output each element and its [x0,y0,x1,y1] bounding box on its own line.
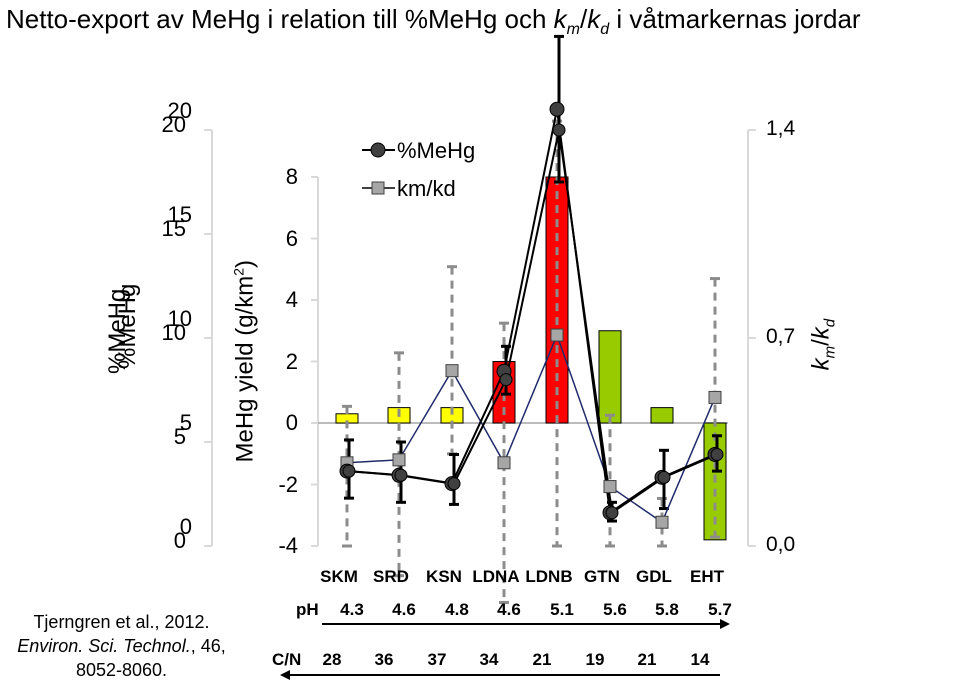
marker-mehg-dup-skm [342,464,356,478]
marker-kmkd-ksn [445,364,459,378]
chart-title: Netto-export av MeHg i relation till %Me… [6,4,861,39]
tick-label-mehg-pct: 15 [167,202,192,227]
cn-value-gdl: 21 [637,650,657,669]
category-label-skm: SKM [320,567,358,586]
tick-label-mehg-pct-dup: 0 [173,528,186,553]
bar-gdl [650,407,674,424]
citation-authors: Tjerngren et al., 2012. [33,612,210,632]
tick-label-mehg-yield: 6 [285,225,298,251]
category-label-ldnb: LDNB [525,567,573,586]
tick-label-mehg-pct-dup: 20 [161,112,186,137]
marker-mehg-dup-gtn [605,506,619,520]
ph-value-gtn: 5.6 [603,600,627,619]
category-label-gtn: GTN [584,567,620,586]
citation: Tjerngren et al., 2012. Environ. Sci. Te… [4,610,239,682]
y-axis-label-mehg-yield: MeHg yield (g/km2) [230,259,259,463]
legend-marker-mehg [370,142,386,158]
marker-kmkd-ldna [497,456,511,470]
marker-mehg-dup-eht [710,447,724,461]
marker-mehg-dup-ldnb [552,123,566,137]
legend-label-kmkd: km/kd [397,176,456,201]
cn-value-ksn: 37 [427,650,447,669]
tick-label-mehg-pct-dup: 10 [161,320,186,345]
tick-label-mehg-yield: -2 [278,471,298,497]
tick-label-mehg-pct: 20 [167,98,192,123]
series-line-kmkd [346,332,716,524]
cn-value-ldnb: 21 [532,650,552,669]
tick-label-mehg-yield: 4 [285,287,298,312]
cn-row-label: C/N [272,650,302,669]
ph-value-ldnb: 5.1 [550,600,574,619]
marker-mehg-dup-gdl [657,470,671,484]
tick-label-mehg-pct-dup: 5 [173,424,186,449]
ph-value-ksn: 4.8 [445,600,469,619]
ph-arrow-head [720,619,730,629]
tick-label-mehg-pct: 10 [167,306,192,331]
category-label-gdl: GDL [636,567,672,586]
ph-value-srd: 4.6 [392,600,416,619]
tick-label-mehg-yield: 2 [285,348,298,374]
marker-mehg-dup-srd [394,468,408,482]
marker-kmkd-gtn [603,480,617,494]
category-label-eht: EHT [690,567,724,586]
bar-ldnb [545,176,569,424]
marker-kmkd-eht [708,390,722,404]
category-label-ldna: LDNA [472,567,520,586]
tick-label-km-kd: 0,0 [766,533,796,556]
tick-label-km-kd: 0,7 [766,325,796,348]
tick-label-mehg-pct: 0 [179,514,192,539]
cn-value-eht: 14 [690,650,710,669]
tick-label-km-kd: 1,4 [766,117,796,140]
ph-value-skm: 4.3 [340,600,364,619]
y-axis-label-km-kd: km/kd [807,318,839,371]
marker-mehg-dup-ksn [447,477,461,491]
tick-label-mehg-pct-dup: 15 [161,216,186,241]
tick-label-mehg-yield: -4 [278,533,298,558]
marker-mehg-dup-ldna [499,373,513,387]
bar-gtn [598,330,622,424]
marker-mehg-ldnb [549,101,565,117]
legend-marker-kmkd [371,181,385,195]
category-label-srd: SRD [373,567,409,586]
cn-value-srd: 36 [374,650,394,669]
ph-value-eht: 5.7 [708,600,732,619]
marker-kmkd-srd [392,453,406,467]
tick-label-mehg-pct: 5 [179,410,192,435]
y-axis-label-mehg-pct-2: %MeHg [114,283,141,369]
cn-arrow-head [280,670,290,680]
marker-kmkd-gdl [655,515,669,529]
category-label-ksn: KSN [426,567,462,586]
tick-label-mehg-yield: 8 [285,164,298,189]
cn-value-ldna: 34 [479,650,499,669]
series-line-mehg-dup [348,129,718,515]
ph-value-ldna: 4.6 [497,600,521,619]
cn-value-gtn: 19 [585,650,605,669]
marker-kmkd-ldnb [550,328,564,342]
legend-label-mehg: %MeHg [397,138,476,163]
citation-pages: 8052-8060. [75,660,168,680]
cn-value-skm: 28 [322,650,342,669]
tick-label-mehg-yield: 0 [285,410,298,435]
citation-journal: Environ. Sci. Technol., 46, [17,636,226,656]
ph-value-gdl: 5.8 [655,600,679,619]
ph-row-label: pH [296,600,319,619]
